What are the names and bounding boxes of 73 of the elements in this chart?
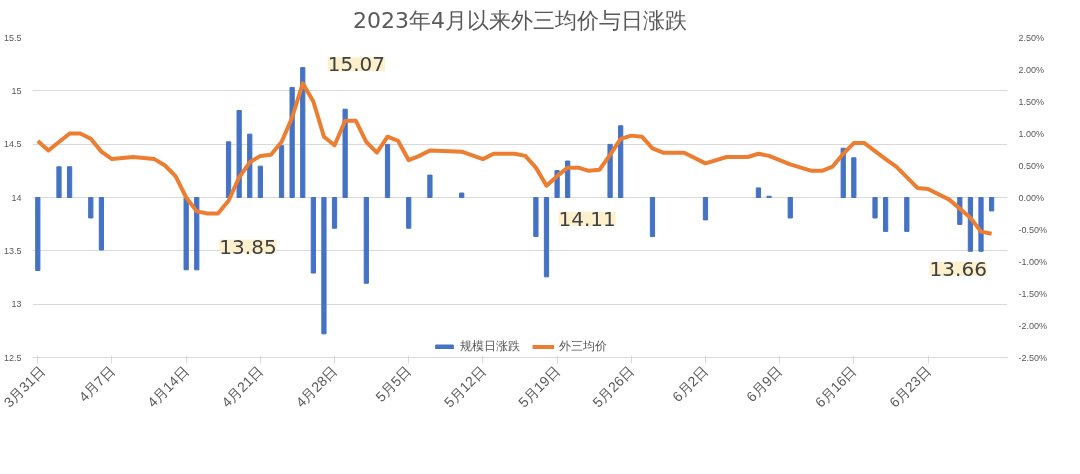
x-tick-label: 4月21日 [218,362,267,411]
bar [406,197,412,229]
x-tick-label: 6月16日 [811,362,860,411]
y2-tick-label: -1.50% [1018,288,1048,299]
bar [236,109,242,198]
bar [459,192,465,198]
bar [851,157,857,198]
bar [427,174,433,198]
annotation: 15.07 [327,52,386,77]
bar [35,197,41,271]
y2-tick-label: -1.00% [1018,256,1048,267]
bar [321,197,327,335]
legend-label: 规模日涨跌 [459,338,520,355]
bar [331,197,338,229]
y2-tick-label: 2.00% [1018,64,1045,75]
bar [904,197,910,232]
bar [883,197,889,232]
x-tick-label: 4月14日 [144,362,192,411]
bar [872,197,878,219]
x-tick-label: 4月28日 [292,362,341,411]
y2-tick-label: 0.50% [1018,160,1045,171]
y-tick-label: 15.5 [3,32,22,43]
y-tick-label: 15 [11,85,22,96]
bar [978,197,984,252]
chart-title: 2023年4月以来外三均价与日涨跌 [353,7,688,33]
bar [98,197,105,251]
x-tick-label: 4月7日 [75,362,118,405]
y-tick-label: 14 [11,192,22,203]
y2-tick-label: 2.50% [1018,32,1045,43]
x-tick-label: 5月12日 [440,362,489,411]
y-tick-label: 12.5 [3,352,22,363]
y2-tick-label: 0.00% [1018,192,1045,203]
x-tick-label: 3月31日 [0,362,49,411]
bar [384,143,391,198]
annotation: 13.66 [929,256,987,281]
x-tick-label: 5月5日 [372,362,415,405]
bar [247,133,253,198]
bar [56,166,62,198]
bar [257,165,263,198]
bar [183,197,189,271]
y2-tick-label: 1.50% [1018,96,1045,107]
y2-tick-label: -0.50% [1018,224,1048,235]
bar [543,197,550,278]
bar [66,166,73,198]
bar [649,197,656,238]
x-tick-label: 6月9日 [743,362,786,405]
y-tick-label: 13.5 [3,245,22,256]
bar [300,67,306,198]
bar [755,187,762,198]
x-tick-label: 6月23日 [886,362,934,411]
y2-tick-label: -2.00% [1018,320,1048,331]
bar [194,197,200,271]
annotation: 13.85 [219,234,277,259]
bar [533,197,539,238]
y-tick-label: 14.5 [3,139,22,150]
bar [702,197,709,221]
annotation: 14.11 [558,206,616,231]
legend-label: 外三均价 [558,338,607,355]
x-tick-label: 6月2日 [668,362,712,405]
bar [988,197,995,212]
bar [310,197,316,274]
bar [88,197,94,219]
y2-tick-label: -2.50% [1018,352,1048,363]
x-tick-label: 5月19日 [515,362,563,411]
bar [278,145,285,198]
x-tick-label: 5月26日 [589,362,637,411]
bar [787,197,793,219]
bar [225,141,232,198]
bar [363,197,369,284]
line-series [35,81,994,236]
y-tick-label: 13 [11,299,22,310]
bar [342,108,348,198]
y2-tick-label: 1.00% [1018,128,1045,139]
